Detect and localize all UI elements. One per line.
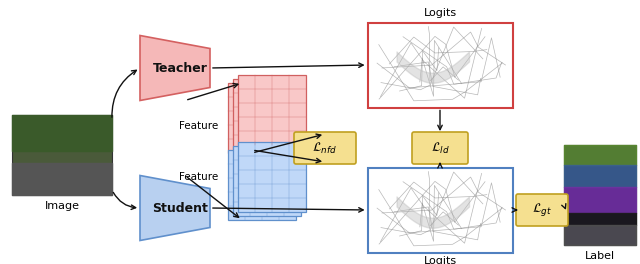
FancyBboxPatch shape: [228, 150, 296, 220]
Text: Teacher: Teacher: [152, 62, 207, 74]
FancyBboxPatch shape: [516, 194, 568, 226]
Text: $\mathcal{L}_{gt}$: $\mathcal{L}_{gt}$: [532, 201, 552, 219]
FancyBboxPatch shape: [367, 167, 513, 252]
FancyBboxPatch shape: [233, 146, 301, 216]
FancyBboxPatch shape: [238, 142, 306, 212]
Text: Student: Student: [152, 201, 208, 214]
Text: Label: Label: [585, 251, 615, 261]
Text: Logits: Logits: [424, 8, 456, 18]
Polygon shape: [140, 35, 210, 101]
FancyBboxPatch shape: [412, 132, 468, 164]
Text: Feature: Feature: [179, 121, 218, 131]
Text: Image: Image: [45, 201, 79, 211]
Polygon shape: [140, 176, 210, 241]
Text: Feature: Feature: [179, 172, 218, 182]
FancyBboxPatch shape: [294, 132, 356, 164]
FancyBboxPatch shape: [228, 83, 296, 153]
FancyBboxPatch shape: [367, 22, 513, 107]
FancyBboxPatch shape: [233, 79, 301, 149]
Text: $\mathcal{L}_{nfd}$: $\mathcal{L}_{nfd}$: [312, 140, 337, 155]
FancyBboxPatch shape: [564, 145, 636, 245]
FancyBboxPatch shape: [238, 75, 306, 145]
FancyBboxPatch shape: [12, 115, 112, 195]
Text: Logits: Logits: [424, 257, 456, 264]
Text: $\mathcal{L}_{ld}$: $\mathcal{L}_{ld}$: [431, 140, 449, 155]
